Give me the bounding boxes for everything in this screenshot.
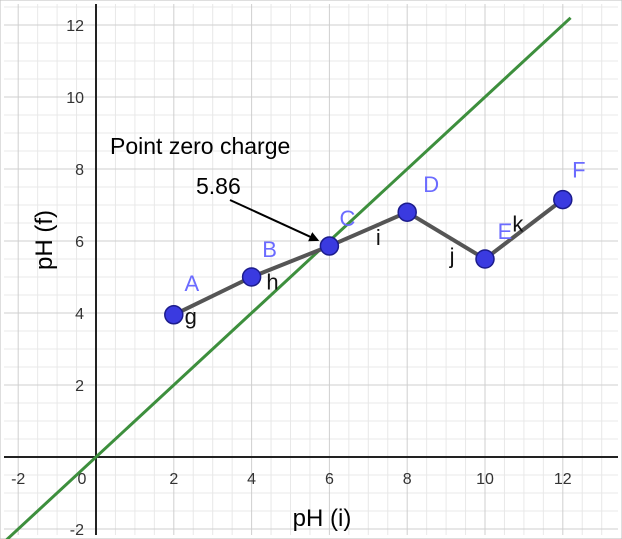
data-point-F: [553, 189, 573, 210]
segment-j: [405, 210, 487, 261]
segment-k: [483, 197, 565, 261]
data-point-B: [241, 267, 262, 287]
x-tick-label: 8: [403, 471, 412, 488]
segment-label-k: k: [512, 211, 524, 236]
x-tick-label: 2: [169, 471, 178, 488]
y-tick-label: 12: [66, 18, 84, 35]
segment-label-g: g: [185, 304, 197, 329]
axes: [4, 4, 618, 535]
x-tick-label: 12: [554, 471, 572, 488]
annotation-title: Point zero charge: [110, 133, 290, 159]
segment-i: [327, 210, 410, 249]
data-point-D: [397, 202, 417, 222]
y-tick-label: 4: [75, 306, 84, 323]
reference-line-y-equals-x: [5, 16, 572, 539]
data-markers: [164, 189, 573, 325]
y-axis-title: pH (f): [31, 210, 58, 270]
x-tick-label: 0: [78, 471, 87, 488]
segment-g: [171, 275, 254, 317]
x-axis-title: pH (i): [293, 505, 352, 532]
point-label-C: C: [339, 206, 355, 231]
x-tick-label: 6: [325, 471, 334, 488]
segment-label-j: j: [449, 244, 455, 269]
x-tick-label: 10: [476, 471, 494, 488]
data-point-A: [164, 305, 184, 325]
x-tick-labels: -2 0 2 4 6 8 10 12: [11, 471, 572, 488]
point-label-D: D: [423, 172, 439, 197]
y-tick-label: 8: [75, 162, 84, 179]
point-label-F: F: [572, 158, 585, 183]
annotation-arrow: [229, 199, 320, 242]
y-tick-label: 2: [75, 378, 84, 395]
point-labels: A B C D E F: [184, 158, 585, 296]
segment-label-h: h: [266, 270, 278, 295]
x-tick-label: -2: [11, 471, 25, 488]
annotation-value: 5.86: [196, 173, 241, 199]
point-label-B: B: [262, 237, 277, 262]
segment-h: [249, 244, 332, 279]
y-tick-labels: -2 2 4 6 8 10 12: [66, 18, 84, 539]
y-tick-label: 6: [75, 234, 84, 251]
point-label-E: E: [498, 219, 513, 244]
segment-labels: g h i j k: [185, 211, 525, 329]
point-label-A: A: [184, 271, 199, 296]
x-tick-label: 4: [247, 471, 256, 488]
data-segments: [171, 197, 565, 317]
segment-label-i: i: [376, 225, 381, 250]
y-tick-label: 10: [66, 90, 84, 107]
y-tick-label: -2: [70, 522, 84, 539]
data-point-C: [319, 236, 340, 256]
data-point-E: [475, 249, 495, 269]
